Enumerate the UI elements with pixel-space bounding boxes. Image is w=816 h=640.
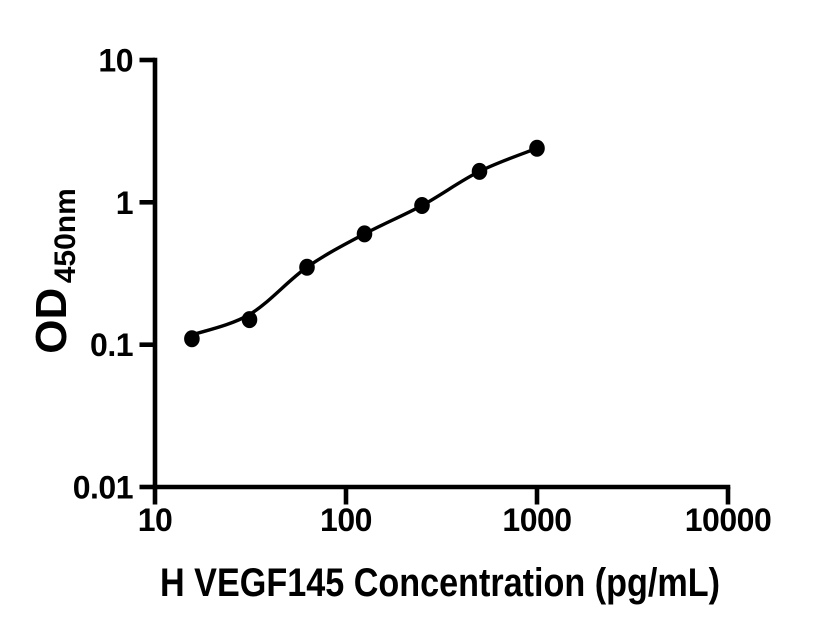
x-tick-label-10: 10	[138, 502, 173, 538]
y-tick-label-10: 10	[98, 43, 133, 79]
y-tick-label-0p01: 0.01	[73, 470, 133, 506]
x-tick-label-100: 100	[320, 502, 372, 538]
x-axis-tick-labels: 10 100 1000 10000	[138, 502, 772, 538]
data-point-marker	[414, 197, 430, 214]
x-tick-label-10000: 10000	[685, 502, 771, 538]
data-points	[184, 139, 545, 348]
y-axis-title-subscript: 450nm	[49, 188, 82, 283]
y-tick-label-1: 1	[116, 185, 133, 221]
y-axis-title: OD 450nm	[27, 188, 82, 354]
y-axis-tick-labels: 10 1 0.1 0.01	[73, 43, 134, 506]
data-point-marker	[529, 139, 545, 157]
y-axis-ticks	[139, 57, 155, 490]
x-axis-ticks	[152, 487, 731, 505]
y-tick-label-0p1: 0.1	[90, 327, 133, 363]
axes	[152, 57, 731, 490]
x-tick-label-1000: 1000	[502, 502, 571, 538]
x-axis-title: H VEGF145 Concentration (pg/mL)	[160, 561, 720, 605]
data-point-marker	[241, 311, 258, 329]
data-point-marker	[184, 330, 200, 348]
data-point-marker	[299, 258, 315, 276]
y-axis-title-main: OD	[27, 288, 76, 354]
data-point-marker	[471, 162, 488, 180]
data-point-marker	[356, 225, 373, 243]
